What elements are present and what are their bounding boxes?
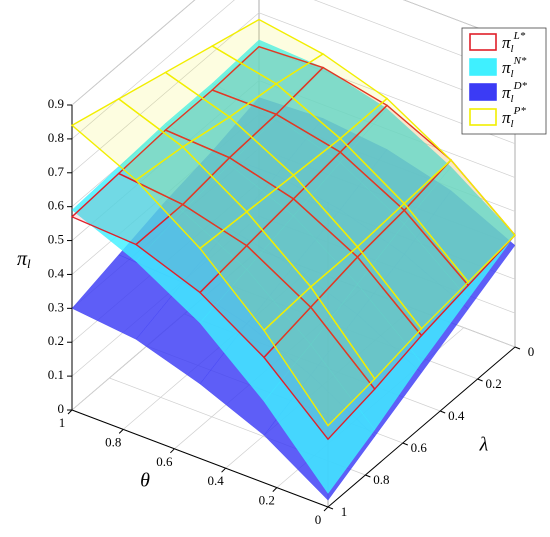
- x-tick: [118, 429, 124, 434]
- legend-swatch: [469, 58, 497, 76]
- legend-sub: l: [511, 93, 514, 105]
- grid-line: [71, 0, 516, 140]
- legend-sup: D*: [513, 80, 528, 92]
- legend-sub: l: [511, 118, 514, 130]
- legend-symbol: π: [502, 33, 511, 52]
- x-tick-label: 0.6: [156, 454, 173, 469]
- x-tick-label: 0.8: [105, 434, 121, 449]
- y-tick-label: 1: [341, 504, 348, 519]
- surface-patch: [263, 344, 376, 494]
- legend: πlL*πlN*πlD*πlP*: [461, 27, 547, 135]
- legend-symbol: π: [502, 83, 511, 102]
- legend-swatch: [469, 108, 497, 126]
- x-tick: [272, 487, 278, 492]
- z-label-sub: l: [27, 256, 31, 271]
- surface-patch: [263, 285, 376, 427]
- legend-sub: l: [511, 43, 514, 55]
- x-tick: [170, 448, 175, 454]
- y-tick-label: 0.8: [373, 472, 389, 487]
- x-tick: [323, 506, 329, 512]
- x-axis: [71, 409, 329, 508]
- z-tick-label: 0.7: [48, 164, 65, 179]
- grid-line: [71, 0, 516, 106]
- x-tick-label: 0.2: [259, 493, 275, 508]
- legend-sub: l: [511, 68, 514, 80]
- z-tick-label: 0.8: [48, 130, 64, 145]
- x-tick-label: 0.4: [207, 473, 224, 488]
- z-tick-label: 0: [58, 401, 65, 416]
- x-axis-label: θ: [140, 470, 150, 492]
- y-tick: [402, 442, 408, 446]
- y-tick: [365, 474, 371, 478]
- x-tick-label: 1: [59, 415, 66, 430]
- z-tick-label: 0.2: [48, 333, 64, 348]
- legend-sup: L*: [513, 30, 526, 42]
- legend-symbol: π: [502, 108, 511, 127]
- x-tick: [67, 409, 73, 415]
- z-tick-label: 0.5: [48, 232, 64, 247]
- legend-sup: P*: [513, 105, 527, 117]
- z-label-symbol: π: [17, 248, 28, 270]
- legend-swatch: [469, 83, 497, 101]
- y-tick: [514, 346, 521, 350]
- legend-label: πlD*: [502, 80, 528, 105]
- z-tick-label: 0.9: [48, 96, 64, 111]
- legend-label: πlP*: [502, 105, 526, 130]
- legend-sup: N*: [513, 55, 527, 67]
- x-tick-label: 0: [315, 512, 322, 527]
- z-axis-label: πl: [17, 248, 31, 271]
- y-tick-label: 0.2: [485, 376, 501, 391]
- y-tick-label: 0.6: [411, 440, 428, 455]
- y-tick: [440, 410, 446, 414]
- y-axis-label: λ: [479, 434, 489, 456]
- z-tick-label: 0.1: [48, 367, 64, 382]
- z-tick-label: 0.4: [48, 265, 65, 280]
- y-tick: [327, 506, 334, 510]
- legend-label: πlN*: [502, 55, 527, 80]
- legend-label: πlL*: [502, 30, 526, 55]
- legend-symbol: π: [502, 58, 511, 77]
- y-tick: [477, 378, 483, 382]
- z-tick-label: 0.6: [48, 198, 65, 213]
- legend-swatch: [469, 33, 497, 51]
- y-tick-label: 0: [528, 344, 535, 359]
- grid-line: [71, 12, 516, 174]
- y-tick-label: 0.4: [448, 408, 465, 423]
- z-tick-label: 0.3: [48, 299, 64, 314]
- x-tick: [221, 467, 226, 473]
- legend-box: [461, 27, 547, 135]
- y-axis: [327, 346, 516, 508]
